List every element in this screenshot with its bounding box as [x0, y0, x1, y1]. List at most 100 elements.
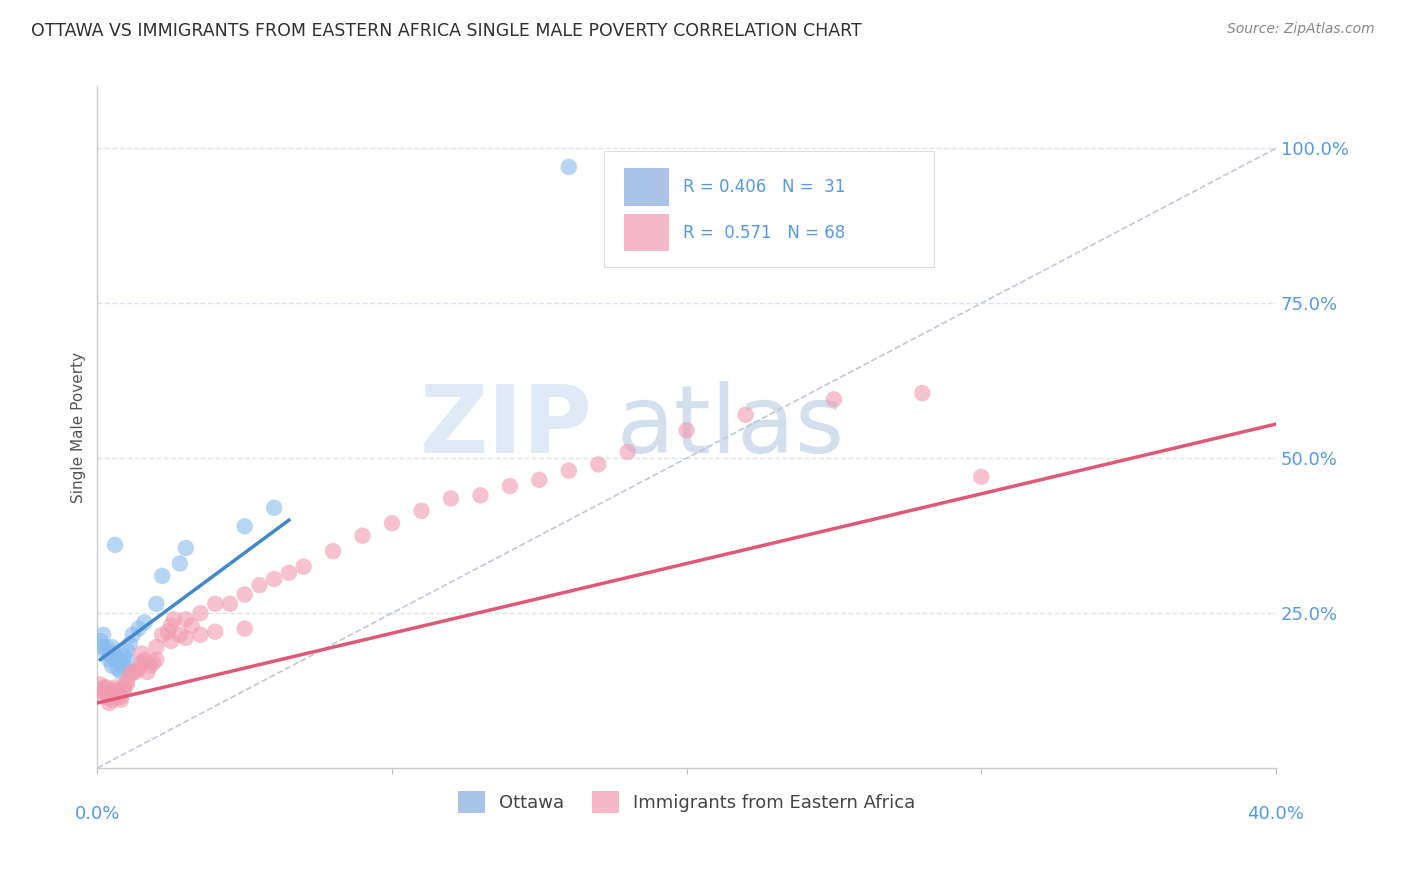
Point [112, 683, 135, 698]
Point [204, 624, 226, 639]
Point [91, 690, 114, 704]
Point [121, 628, 143, 642]
Point [263, 500, 285, 515]
Point [91, 628, 114, 642]
Point [263, 572, 285, 586]
Point [128, 622, 150, 636]
Point [588, 458, 610, 472]
Point [98, 646, 121, 660]
Point [96, 646, 118, 660]
Point [98, 696, 121, 710]
Point [180, 618, 202, 632]
Point [233, 622, 256, 636]
Point [292, 559, 315, 574]
Point [124, 665, 146, 679]
Point [98, 652, 121, 666]
Point [115, 674, 138, 689]
Point [150, 628, 173, 642]
Point [190, 606, 212, 620]
Point [131, 656, 153, 670]
Point [174, 541, 197, 555]
Point [96, 687, 118, 701]
Point [98, 690, 121, 704]
Point [470, 488, 492, 502]
Point [89, 683, 111, 698]
Y-axis label: Single Male Poverty: Single Male Poverty [72, 351, 86, 503]
FancyBboxPatch shape [605, 151, 934, 267]
Text: 0.0%: 0.0% [75, 805, 120, 823]
Point [219, 597, 242, 611]
Point [104, 646, 127, 660]
Point [157, 624, 180, 639]
Point [440, 491, 463, 506]
Point [169, 628, 191, 642]
Point [233, 587, 256, 601]
Point [107, 652, 129, 666]
Text: R =  0.571   N = 68: R = 0.571 N = 68 [683, 224, 845, 242]
Point [160, 618, 183, 632]
Point [145, 640, 167, 655]
Point [163, 612, 186, 626]
Point [675, 423, 697, 437]
Point [616, 445, 638, 459]
Point [139, 658, 162, 673]
Point [145, 597, 167, 611]
Point [104, 652, 127, 666]
Point [115, 643, 138, 657]
Text: atlas: atlas [616, 381, 844, 473]
Point [558, 160, 581, 174]
Point [499, 479, 522, 493]
Point [174, 612, 197, 626]
Point [91, 681, 114, 695]
Point [110, 690, 132, 704]
Point [970, 469, 993, 483]
Point [121, 665, 143, 679]
Point [110, 656, 132, 670]
Bar [624, 169, 669, 206]
Point [118, 637, 141, 651]
Point [101, 640, 124, 655]
Point [112, 681, 135, 695]
Point [89, 634, 111, 648]
Text: ZIP: ZIP [419, 381, 592, 473]
Point [411, 504, 433, 518]
Point [734, 408, 756, 422]
Point [823, 392, 845, 407]
Point [249, 578, 271, 592]
Point [128, 662, 150, 676]
Point [160, 634, 183, 648]
Point [134, 652, 156, 666]
Point [101, 658, 124, 673]
Point [110, 693, 132, 707]
Point [107, 683, 129, 698]
Point [107, 690, 129, 704]
Point [104, 681, 127, 695]
Point [911, 386, 934, 401]
Text: R = 0.406   N =  31: R = 0.406 N = 31 [683, 178, 845, 196]
Point [115, 652, 138, 666]
Point [529, 473, 551, 487]
Point [118, 668, 141, 682]
Point [101, 687, 124, 701]
Point [112, 649, 135, 664]
Point [352, 528, 374, 542]
Point [131, 646, 153, 660]
Point [136, 665, 159, 679]
Point [381, 516, 404, 531]
Point [104, 538, 127, 552]
Point [89, 677, 111, 691]
Point [277, 566, 299, 580]
Point [91, 640, 114, 655]
Point [145, 652, 167, 666]
Point [101, 693, 124, 707]
Point [169, 557, 191, 571]
Point [115, 677, 138, 691]
Point [142, 656, 165, 670]
Point [134, 615, 156, 630]
Text: Source: ZipAtlas.com: Source: ZipAtlas.com [1227, 22, 1375, 37]
Point [174, 631, 197, 645]
Point [104, 683, 127, 698]
Text: OTTAWA VS IMMIGRANTS FROM EASTERN AFRICA SINGLE MALE POVERTY CORRELATION CHART: OTTAWA VS IMMIGRANTS FROM EASTERN AFRICA… [31, 22, 862, 40]
Point [233, 519, 256, 533]
Point [107, 662, 129, 676]
